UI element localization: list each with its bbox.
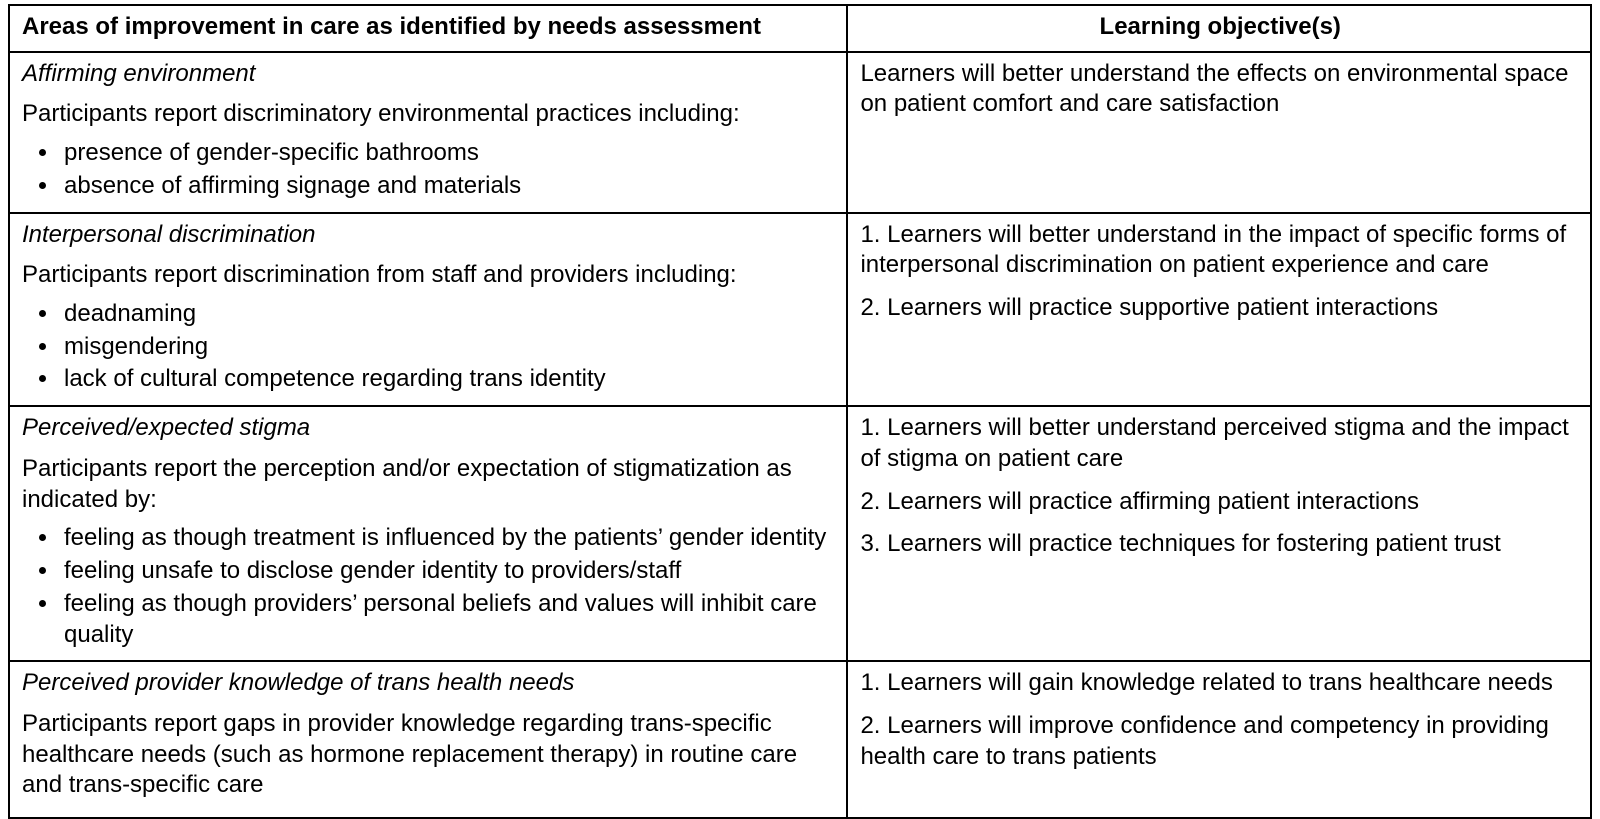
area-title: Perceived/expected stigma bbox=[22, 413, 836, 444]
area-bullet: deadnaming bbox=[60, 299, 836, 330]
area-bullet: misgendering bbox=[60, 332, 836, 363]
needs-assessment-table: Areas of improvement in care as identifi… bbox=[8, 4, 1592, 819]
table-row: Perceived provider knowledge of trans he… bbox=[9, 661, 1591, 818]
area-cell: Perceived provider knowledge of trans he… bbox=[9, 661, 847, 818]
area-title: Perceived provider knowledge of trans he… bbox=[22, 668, 836, 699]
learning-objective: 1. Learners will better understand in th… bbox=[860, 220, 1580, 281]
table-body: Affirming environment Participants report… bbox=[9, 52, 1591, 818]
area-cell: Interpersonal discrimination Participants… bbox=[9, 213, 847, 407]
col-header-areas: Areas of improvement in care as identifi… bbox=[9, 5, 847, 52]
area-bullet: lack of cultural competence regarding tr… bbox=[60, 364, 836, 395]
area-bullet: presence of gender-specific bathrooms bbox=[60, 138, 836, 169]
area-cell: Perceived/expected stigma Participants re… bbox=[9, 406, 847, 661]
area-title: Interpersonal discrimination bbox=[22, 220, 836, 251]
learning-objective: 2. Learners will practice affirming pati… bbox=[860, 487, 1580, 518]
area-bullet: feeling as though providers’ personal be… bbox=[60, 589, 836, 650]
objectives-cell: 1. Learners will better understand in th… bbox=[847, 213, 1591, 407]
table-row: Interpersonal discrimination Participants… bbox=[9, 213, 1591, 407]
area-bullet-list: deadnamingmisgenderinglack of cultural c… bbox=[60, 299, 836, 395]
table-header-row: Areas of improvement in care as identifi… bbox=[9, 5, 1591, 52]
col-header-objectives: Learning objective(s) bbox=[847, 5, 1591, 52]
learning-objective: Learners will better understand the effe… bbox=[860, 59, 1580, 120]
area-bullet: feeling unsafe to disclose gender identi… bbox=[60, 556, 836, 587]
learning-objective: 1. Learners will gain knowledge related … bbox=[860, 668, 1580, 699]
area-intro: Participants report gaps in provider kno… bbox=[22, 709, 836, 801]
area-bullet: feeling as though treatment is influence… bbox=[60, 523, 836, 554]
objectives-cell: 1. Learners will better understand perce… bbox=[847, 406, 1591, 661]
table-row: Perceived/expected stigma Participants re… bbox=[9, 406, 1591, 661]
objectives-cell: Learners will better understand the effe… bbox=[847, 52, 1591, 213]
objectives-cell: 1. Learners will gain knowledge related … bbox=[847, 661, 1591, 818]
area-bullet-list: feeling as though treatment is influence… bbox=[60, 523, 836, 650]
area-cell: Affirming environment Participants report… bbox=[9, 52, 847, 213]
table-row: Affirming environment Participants report… bbox=[9, 52, 1591, 213]
area-intro: Participants report discrimination from … bbox=[22, 260, 836, 291]
learning-objective: 2. Learners will improve confidence and … bbox=[860, 711, 1580, 772]
area-intro: Participants report discriminatory envir… bbox=[22, 99, 836, 130]
area-bullet: absence of affirming signage and materia… bbox=[60, 171, 836, 202]
area-title: Affirming environment bbox=[22, 59, 836, 90]
area-intro: Participants report the perception and/o… bbox=[22, 454, 836, 515]
area-bullet-list: presence of gender-specific bathroomsabs… bbox=[60, 138, 836, 201]
learning-objective: 2. Learners will practice supportive pat… bbox=[860, 293, 1580, 324]
learning-objective: 1. Learners will better understand perce… bbox=[860, 413, 1580, 474]
learning-objective: 3. Learners will practice techniques for… bbox=[860, 529, 1580, 560]
